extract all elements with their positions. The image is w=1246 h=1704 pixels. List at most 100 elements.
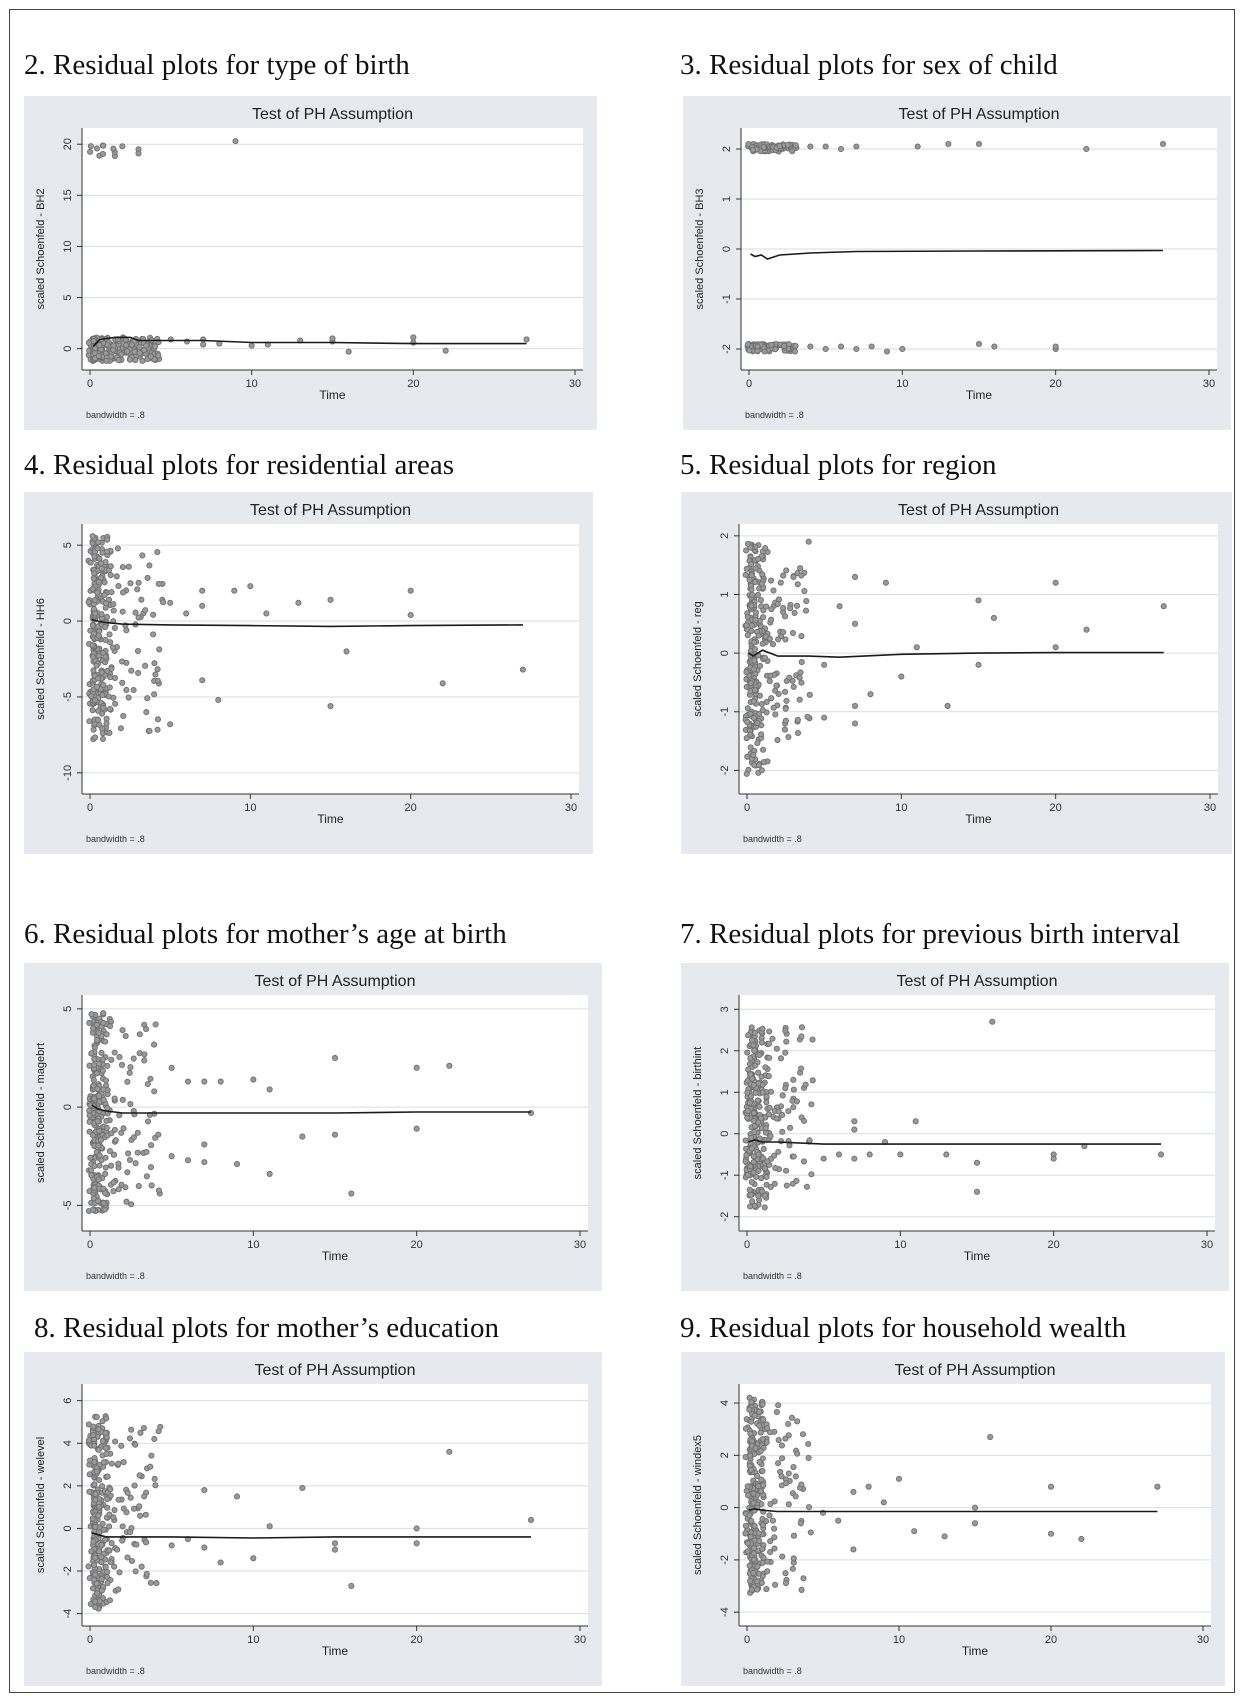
residual-point (119, 589, 127, 596)
residual-point (95, 1198, 102, 1205)
residual-point (92, 1496, 99, 1503)
residual-point (407, 611, 414, 619)
residual-point (764, 1158, 771, 1165)
residual-point (146, 727, 153, 735)
residual-point (742, 571, 749, 578)
residual-point (96, 1092, 103, 1100)
residual-point (127, 1100, 134, 1108)
residual-point (764, 1558, 771, 1565)
residual-point (96, 1548, 103, 1555)
y-tick-label: 2 (719, 1048, 731, 1054)
x-tick-label: 30 (565, 802, 577, 814)
residual-point (91, 1442, 98, 1449)
residual-point (941, 1533, 948, 1540)
residual-point (107, 674, 114, 681)
x-tick-label: 30 (1197, 1634, 1209, 1646)
residual-point (101, 624, 109, 631)
residual-point (801, 588, 808, 595)
residual-point (805, 1454, 812, 1461)
residual-point (787, 605, 794, 612)
residual-point (748, 586, 755, 593)
residual-point (778, 1442, 786, 1449)
residual-point (413, 1540, 420, 1547)
residual-point (97, 1136, 105, 1143)
residual-point (87, 1154, 94, 1161)
residual-point (134, 586, 141, 593)
residual-point (744, 1107, 751, 1114)
residual-point (133, 1541, 140, 1548)
residual-point (785, 1108, 792, 1115)
residual-point (127, 580, 134, 587)
residual-point (110, 1514, 117, 1521)
residual-point (100, 1019, 107, 1026)
residual-point (754, 343, 761, 350)
residual-point (99, 735, 106, 743)
residual-point (95, 352, 102, 359)
residual-point (785, 1470, 792, 1477)
residual-point (142, 1511, 149, 1518)
residual-point (751, 1412, 758, 1419)
residual-point (791, 348, 799, 355)
residual-point (788, 1414, 795, 1421)
y-tick-label: 3 (719, 1006, 731, 1012)
residual-point (746, 1562, 753, 1569)
x-tick-label: 30 (1201, 1239, 1213, 1251)
residual-point (764, 1425, 771, 1432)
residual-point (911, 1528, 918, 1535)
residual-point (135, 614, 142, 621)
y-tick-label: -5 (62, 1200, 74, 1210)
residual-point (763, 603, 770, 610)
residual-point (775, 1460, 782, 1467)
residual-point (853, 345, 860, 353)
residual-point (867, 691, 874, 698)
residual-point (141, 1493, 148, 1500)
residual-point (93, 1580, 100, 1587)
residual-point (143, 1570, 150, 1577)
x-tick-label: 10 (244, 802, 256, 814)
residual-point (1159, 140, 1167, 148)
residual-point (127, 1064, 134, 1071)
residual-point (808, 1171, 815, 1178)
residual-point (151, 1475, 158, 1482)
residual-point (152, 671, 159, 678)
residual-point (743, 669, 750, 676)
residual-point (99, 1067, 106, 1074)
residual-point (754, 591, 762, 598)
residual-point (99, 1056, 106, 1063)
residual-point (90, 1207, 97, 1214)
residual-point (775, 636, 782, 643)
residual-point (755, 1167, 762, 1174)
residual-point (882, 579, 889, 586)
residual-point (790, 573, 797, 580)
residual-point (103, 1450, 110, 1458)
residual-point (126, 1435, 134, 1442)
residual-point (103, 720, 110, 727)
residual-point (217, 1078, 224, 1085)
residual-point (92, 1554, 99, 1561)
residual-point (914, 143, 921, 150)
residual-point (771, 1545, 778, 1552)
residual-point (100, 681, 107, 689)
residual-point (779, 1553, 786, 1560)
caption-type-of-birth: 2. Residual plots for type of birth (24, 49, 410, 81)
residual-point (765, 1073, 772, 1080)
residual-point (767, 1548, 774, 1556)
chart-title: Test of PH Assumption (255, 973, 416, 990)
residual-point (95, 1142, 102, 1149)
residual-point (748, 1586, 755, 1593)
panel-residential-areas: Test of PH Assumption -10 -5 0 5 0 10 20 30 Time s… (24, 492, 593, 854)
residual-point (118, 1442, 125, 1449)
residual-point (747, 710, 754, 717)
residual-point (944, 702, 951, 709)
residual-point (750, 1550, 757, 1557)
residual-point (754, 720, 761, 727)
residual-point (103, 600, 110, 607)
residual-point (168, 1153, 175, 1160)
residual-point (102, 1170, 109, 1178)
residual-point (96, 1162, 103, 1169)
residual-point (118, 351, 125, 358)
residual-point (753, 609, 760, 616)
residual-point (761, 1165, 769, 1172)
residual-point (783, 697, 790, 704)
residual-point (99, 691, 106, 699)
